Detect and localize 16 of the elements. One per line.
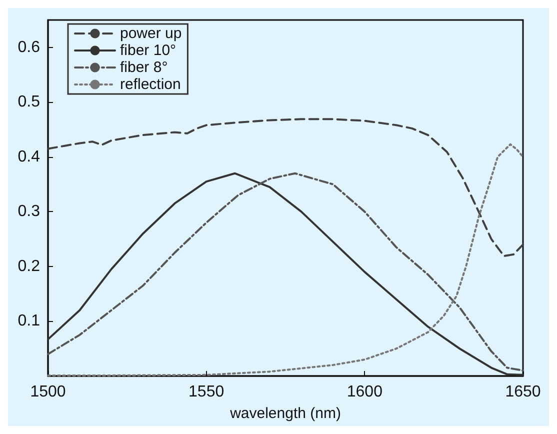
x-tick-label: 1550	[188, 384, 224, 400]
line-series	[47, 118, 524, 258]
y-tick-label: 0.2	[18, 258, 40, 275]
x-tick-label: 1600	[346, 384, 383, 400]
y-tick-label: 0.5	[18, 94, 40, 111]
x-axis-title: wavelength (nm)	[229, 405, 341, 422]
legend-label: reflection	[120, 76, 181, 93]
legend-label: power up	[120, 25, 182, 42]
legend-label: fiber 8°	[120, 59, 168, 76]
x-tick-label: 1500	[30, 384, 66, 400]
y-tick-label: 0.4	[18, 148, 40, 166]
y-tick-label: 0.1	[18, 312, 40, 330]
legend-label: fiber 10°	[120, 42, 176, 59]
y-tick-label: 0.3	[18, 203, 40, 220]
y-tick-label: 0.6	[18, 38, 40, 56]
x-tick-label: 1650	[505, 384, 541, 400]
